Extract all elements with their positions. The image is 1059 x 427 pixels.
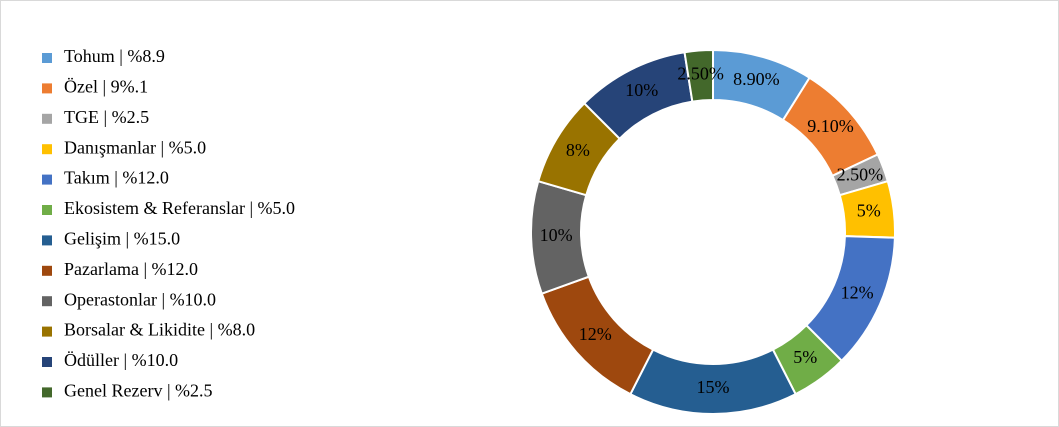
legend-swatch — [42, 53, 52, 63]
legend-swatch — [42, 83, 52, 94]
legend-label: Özel | 9%.1 — [64, 77, 148, 97]
legend-label: Ekosistem & Referanslar | %5.0 — [64, 198, 295, 218]
legend-swatch — [42, 113, 52, 124]
legend-label: Ödüller | %10.0 — [64, 350, 178, 370]
legend-label: Borsalar & Likidite | %8.0 — [64, 320, 255, 340]
data-label: 5% — [857, 200, 881, 220]
data-label: 8% — [566, 140, 590, 160]
legend-swatch — [42, 144, 52, 155]
data-label: 5% — [793, 347, 817, 367]
data-label: 12% — [579, 324, 612, 344]
legend-swatch — [42, 326, 52, 337]
data-label: 2.50% — [677, 64, 724, 84]
legend-label: Tohum | %8.9 — [64, 46, 165, 66]
legend-label: Genel Rezerv | %2.5 — [64, 381, 213, 401]
slice — [683, 48, 714, 103]
data-label: 10% — [540, 225, 573, 245]
legend-label: Gelişim | %15.0 — [64, 229, 180, 249]
legend-label: TGE | %2.5 — [64, 107, 149, 127]
legend-swatch — [42, 357, 52, 367]
data-label: 2.50% — [837, 165, 884, 185]
legend-swatch — [42, 387, 52, 398]
legend-label: Pazarlama | %12.0 — [64, 259, 198, 279]
data-label: 9.10% — [807, 116, 854, 136]
data-label: 15% — [697, 377, 730, 397]
legend-swatch — [42, 265, 52, 276]
legend-swatch — [42, 235, 52, 246]
legend-swatch — [42, 296, 52, 307]
legend-label: Operastonlar | %10.0 — [64, 289, 216, 309]
data-label: 12% — [841, 282, 874, 302]
legend-swatch — [42, 174, 52, 185]
legend-label: Takım | %12.0 — [64, 168, 169, 188]
legend-swatch — [42, 205, 52, 215]
data-label: 8.90% — [733, 69, 780, 89]
legend-label: Danışmanlar | %5.0 — [64, 137, 206, 157]
data-label: 10% — [625, 80, 658, 100]
